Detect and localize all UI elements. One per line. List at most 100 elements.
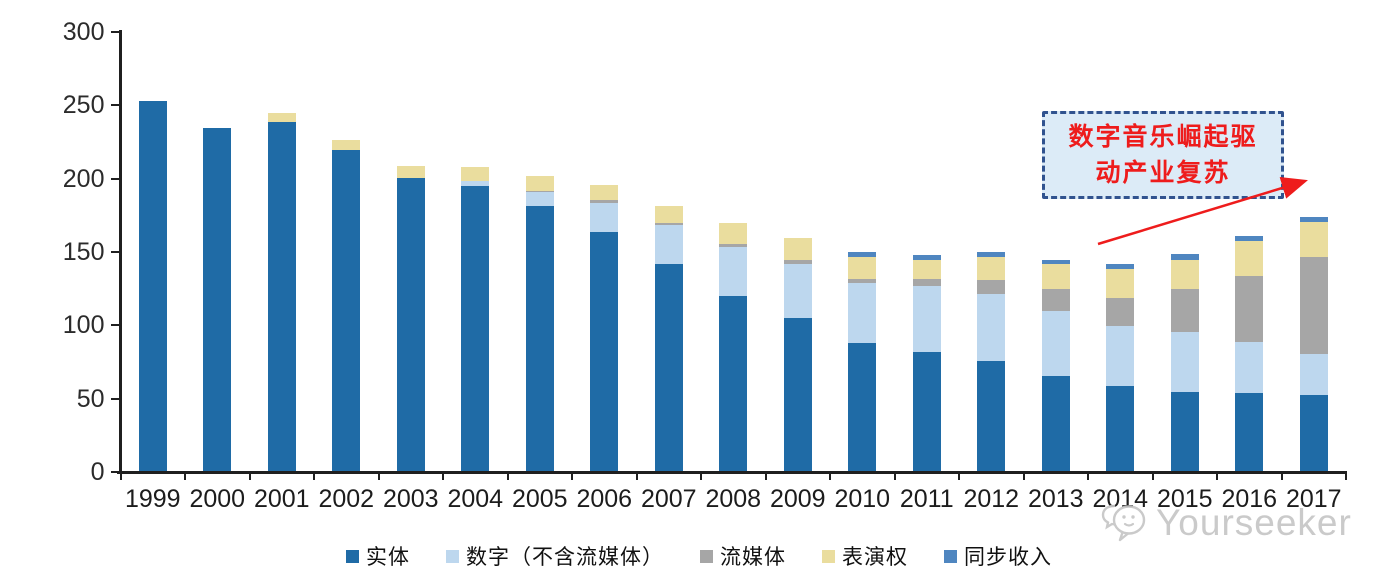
bar-2006-segment-physical	[590, 231, 619, 471]
bar-2013-segment-digital-ex-stream	[1041, 311, 1070, 376]
bar-2005-segment-performance-rights	[525, 176, 554, 191]
bar-2010-segment-performance-rights	[848, 256, 877, 279]
bar-2017-segment-streaming	[1299, 256, 1328, 354]
bar-2011-segment-streaming	[912, 278, 941, 287]
legend-label-streaming: 流媒体	[720, 546, 786, 569]
bar-2008-segment-physical	[719, 296, 748, 471]
x-axis-year-label: 2003	[382, 485, 439, 513]
bar-1999-segment-physical	[138, 101, 167, 471]
legend-swatch-physical	[346, 549, 359, 563]
bar-2017-segment-digital-ex-stream	[1299, 353, 1328, 395]
bar-2001-segment-performance-rights	[267, 113, 296, 122]
y-axis-tick-label: 300	[62, 18, 105, 46]
bar-2015-segment-digital-ex-stream	[1170, 331, 1199, 392]
bar-2015-segment-streaming	[1170, 289, 1199, 332]
legend-item-physical: 实体	[346, 541, 410, 571]
bar-2014-segment-digital-ex-stream	[1106, 325, 1135, 386]
legend-label-performance-rights: 表演权	[842, 546, 908, 569]
bar-2004-segment-physical	[461, 186, 490, 471]
bar-2016-segment-streaming	[1235, 275, 1264, 342]
x-axis-year-label: 2001	[253, 485, 310, 513]
bar-2013-segment-performance-rights	[1041, 264, 1070, 290]
bar-2015-segment-physical	[1170, 391, 1199, 471]
bar-2015-segment-sync-revenue	[1170, 253, 1199, 260]
legend-swatch-streaming	[700, 549, 713, 563]
y-axis-line	[119, 30, 122, 474]
legend-item-performance-rights: 表演权	[822, 541, 908, 571]
bar-2004-segment-digital-ex-stream	[461, 180, 490, 187]
bar-2017-segment-physical	[1299, 394, 1328, 471]
bar-2010-segment-streaming	[848, 278, 877, 284]
x-axis-tick	[829, 472, 831, 480]
x-axis-tick	[119, 472, 122, 480]
bar-2009-segment-streaming	[783, 259, 812, 265]
bar-2012-segment-performance-rights	[977, 256, 1006, 281]
x-axis-year-label: 1999	[124, 485, 181, 513]
bar-2013-segment-physical	[1041, 375, 1070, 471]
x-axis-tick	[184, 472, 186, 480]
x-axis-year-label: 2013	[1027, 485, 1084, 513]
bar-2009-segment-physical	[783, 318, 812, 471]
bar-2012-segment-sync-revenue	[977, 252, 1006, 257]
x-axis-tick	[764, 472, 767, 480]
bar-2008-segment-digital-ex-stream	[719, 246, 748, 297]
y-axis-tick	[110, 397, 120, 400]
bar-2006-segment-streaming	[590, 199, 619, 203]
y-axis-tick	[110, 471, 120, 473]
bar-2016-segment-physical	[1235, 393, 1264, 471]
bar-2001-segment-physical	[267, 121, 296, 471]
bar-2011-segment-physical	[912, 352, 941, 471]
x-axis-year-label: 2016	[1221, 485, 1278, 513]
legend-swatch-performance-rights	[822, 549, 835, 563]
x-axis-line	[117, 471, 1347, 474]
bar-2007-segment-digital-ex-stream	[654, 224, 683, 265]
bar-2007-segment-streaming	[654, 223, 683, 225]
legend-item-digital-ex-stream: 数字（不含流媒体）	[446, 541, 664, 571]
y-axis-tick	[110, 104, 120, 107]
legend: 实体 数字（不含流媒体） 流媒体 表演权 同步收入	[0, 541, 1398, 571]
bar-2011-segment-performance-rights	[912, 259, 941, 279]
bar-2011-segment-sync-revenue	[912, 255, 941, 260]
annotation-text-line1: 数字音乐崛起驱	[1068, 123, 1258, 151]
annotation-arrow	[1097, 177, 1308, 246]
bar-2008-segment-performance-rights	[719, 223, 748, 244]
legend-swatch-sync-revenue	[944, 549, 957, 563]
annotation-callout: 数字音乐崛起驱 动产业复苏	[1042, 111, 1284, 199]
legend-swatch-digital-ex-stream	[446, 549, 459, 563]
x-axis-year-label: 2010	[834, 485, 891, 513]
x-axis-year-label: 2006	[576, 485, 633, 513]
bar-2005-segment-digital-ex-stream	[525, 192, 554, 206]
x-axis-year-label: 2017	[1285, 485, 1342, 513]
bar-2016-segment-sync-revenue	[1235, 236, 1264, 241]
x-axis-year-label: 2015	[1156, 485, 1213, 513]
x-axis-tick	[700, 472, 702, 480]
x-axis-tick	[893, 472, 896, 480]
x-axis-tick	[635, 472, 638, 480]
legend-label-physical: 实体	[366, 546, 410, 569]
bar-2002-segment-performance-rights	[332, 139, 361, 150]
legend-item-streaming: 流媒体	[700, 541, 786, 571]
bar-2013-segment-streaming	[1041, 289, 1070, 312]
annotation-text-line2: 动产业复苏	[1095, 159, 1231, 187]
bar-2010-segment-sync-revenue	[848, 252, 877, 257]
bar-2015-segment-performance-rights	[1170, 259, 1199, 290]
bar-2012-segment-digital-ex-stream	[977, 293, 1006, 361]
y-axis-tick-label: 150	[62, 238, 105, 266]
bar-2014-segment-sync-revenue	[1106, 264, 1135, 269]
y-axis-tick	[110, 177, 120, 180]
legend-label-digital-ex-stream: 数字（不含流媒体）	[466, 546, 664, 569]
bar-2005-segment-streaming	[525, 190, 554, 193]
bar-2010-segment-digital-ex-stream	[848, 283, 877, 344]
x-axis-tick	[1151, 472, 1154, 480]
bar-2003-segment-physical	[396, 177, 425, 471]
x-axis-year-label: 2002	[318, 485, 375, 513]
y-axis-tick	[110, 324, 120, 327]
y-axis-tick-label: 0	[90, 458, 105, 486]
bar-2010-segment-physical	[848, 343, 877, 471]
legend-label-sync-revenue: 同步收入	[964, 546, 1052, 569]
chat-face-logo-icon	[1100, 496, 1152, 549]
x-axis-year-label: 2012	[963, 485, 1020, 513]
bar-2009-segment-performance-rights	[783, 237, 812, 260]
bar-2012-segment-streaming	[977, 280, 1006, 294]
